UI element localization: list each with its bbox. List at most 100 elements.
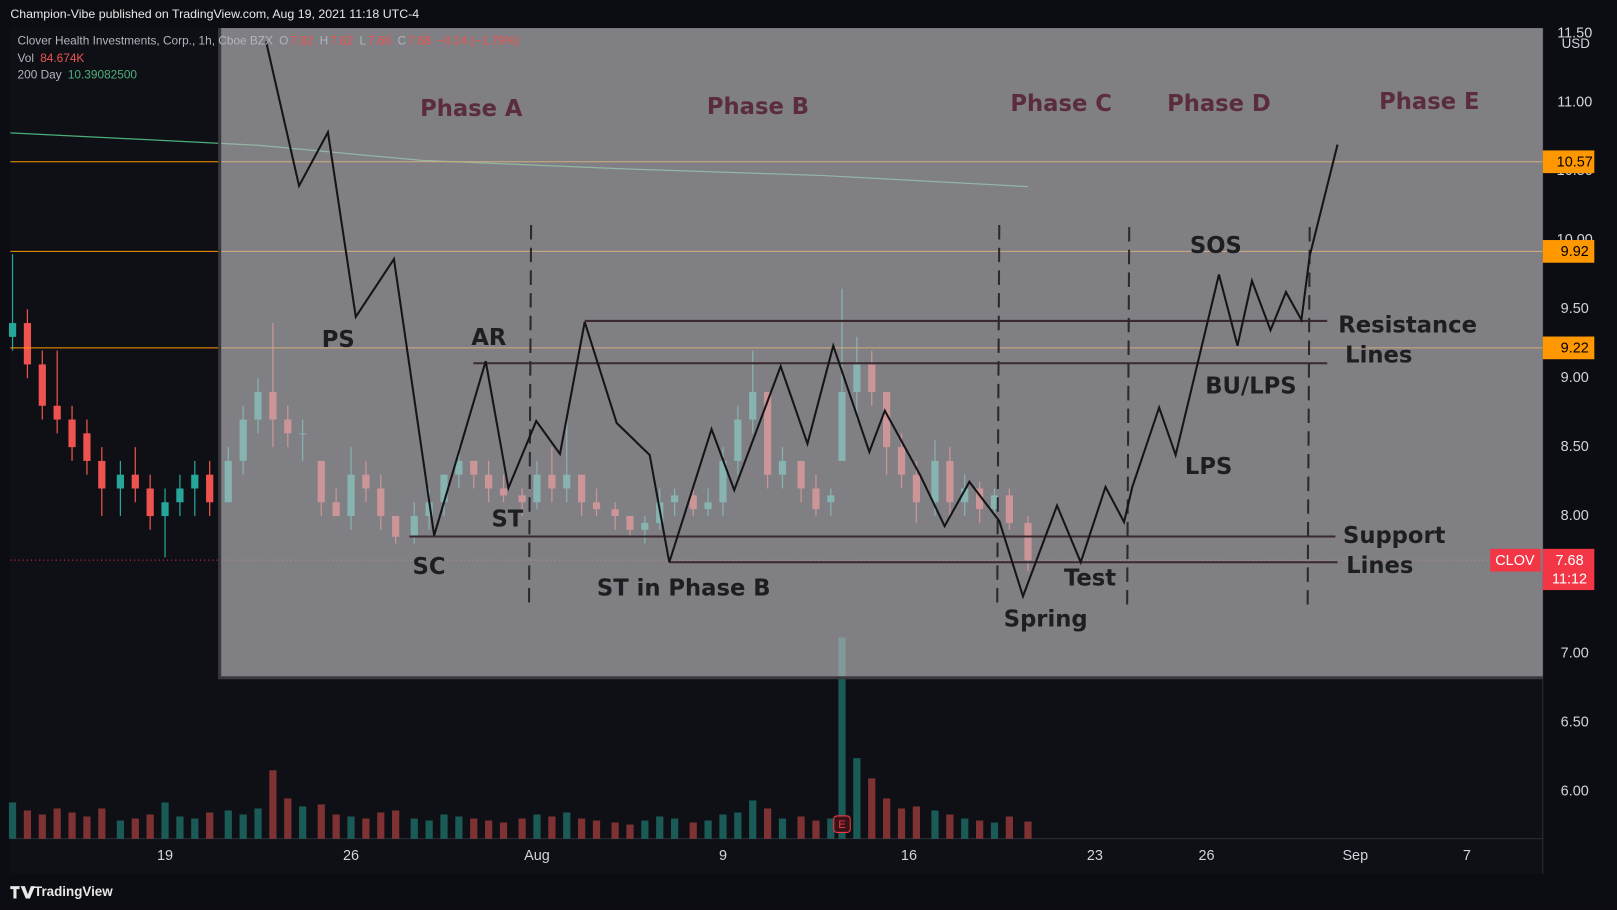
x-tick-label: 9 — [719, 848, 727, 864]
wyckoff-overlay: Phase A Phase B Phase C Phase D Phase E … — [218, 28, 1543, 680]
brand: TradingView — [34, 884, 113, 899]
volume-bar — [797, 816, 805, 839]
volume-bar — [883, 798, 891, 839]
volume-bar — [578, 818, 586, 839]
volume-bar — [116, 820, 125, 839]
candle-body — [98, 460, 106, 489]
ma-value: 10.39082500 — [68, 68, 138, 82]
earnings-label: E — [838, 819, 846, 831]
phase-label: Phase E — [1379, 89, 1479, 115]
volume-bar — [931, 810, 939, 839]
volume-bar — [671, 818, 679, 839]
volume-bar — [548, 816, 556, 839]
volume-value: 84.674K — [40, 51, 84, 65]
y-tick-label: 7.00 — [1561, 646, 1589, 662]
ohlc-key: O — [279, 34, 288, 48]
x-tick-label: 26 — [343, 848, 359, 864]
volume-bar — [410, 818, 418, 839]
volume-bar — [961, 818, 969, 839]
volume-bar — [838, 637, 846, 839]
publish-info: Champion-Vibe published on TradingView.c… — [10, 7, 419, 21]
volume-bar — [499, 822, 508, 839]
volume-bar — [485, 820, 493, 839]
brand-logo — [10, 886, 36, 899]
volume-bar — [946, 814, 954, 839]
phase-divider — [996, 225, 1001, 604]
volume-bar — [146, 814, 154, 839]
volume-bar — [868, 778, 876, 839]
event-label: ST in Phase B — [597, 576, 771, 602]
volume-bar — [131, 818, 139, 839]
volume-bar — [239, 814, 247, 839]
symbol-legend: Clover Health Investments, Corp., 1h, Cb… — [18, 34, 519, 48]
volume-bar — [778, 818, 787, 839]
x-tick-label: 26 — [1198, 848, 1214, 864]
phase-label: Phase C — [1010, 91, 1111, 117]
ohlc-value: 7.68 — [408, 34, 431, 48]
volume-bar — [392, 810, 400, 839]
volume-bar — [656, 816, 664, 839]
volume-bar — [347, 816, 355, 839]
y-tick-label: 11.00 — [1557, 94, 1592, 110]
phase-divider — [528, 225, 533, 604]
volume-bar — [38, 814, 46, 839]
volume-bar — [719, 814, 727, 839]
event-label: AR — [471, 325, 506, 351]
volume-bar — [206, 812, 214, 839]
volume-bar — [83, 816, 91, 839]
volume-bar — [425, 820, 433, 839]
x-tick-label: 16 — [901, 848, 917, 864]
volume-bar — [518, 818, 526, 839]
ma-legend: 200 Day 10.39082500 — [18, 68, 138, 82]
phase-dividers — [528, 225, 1311, 609]
price-tag — [1542, 240, 1595, 263]
candle-body — [68, 419, 76, 448]
last-price-label: 7.68 — [1556, 553, 1584, 569]
overlay-frame — [218, 28, 1543, 680]
candle-body — [131, 474, 139, 489]
volume-bar — [1005, 816, 1013, 839]
overlay-panel — [219, 28, 1543, 678]
price-tag-label: 9.22 — [1561, 341, 1589, 357]
price-tag — [1542, 336, 1595, 360]
event-label: SC — [413, 554, 446, 580]
volume-bar — [827, 818, 835, 839]
x-tick-label: Aug — [524, 848, 550, 864]
candle-body — [206, 474, 214, 503]
volume-bar — [853, 758, 861, 839]
line-label: Lines — [1346, 553, 1413, 579]
event-label: BU/LPS — [1205, 373, 1296, 399]
event-label: ST — [491, 506, 523, 532]
last-price-tag — [1542, 548, 1595, 591]
symbol-tag — [1490, 548, 1541, 572]
volume-bar — [455, 816, 463, 839]
legend: Clover Health Investments, Corp., 1h, Cb… — [18, 34, 519, 82]
candle-body — [116, 474, 125, 489]
volume-bar — [611, 822, 619, 839]
x-tick-label: Sep — [1342, 848, 1368, 864]
volume-legend: Vol 84.674K — [18, 51, 85, 65]
volume-bar — [176, 816, 184, 839]
volume-bar — [299, 806, 307, 839]
volume-bar — [224, 810, 232, 839]
volume-bar — [912, 806, 920, 839]
volume-bar — [897, 808, 906, 839]
y-tick-label: 8.50 — [1561, 439, 1589, 455]
price-tag — [1542, 150, 1595, 174]
price-tag-label: 10.57 — [1557, 155, 1593, 171]
change: −0.14 (−1.79%) — [437, 34, 519, 48]
volume-bar — [332, 814, 340, 839]
x-tick-label: 7 — [1463, 848, 1471, 864]
volume-bar — [641, 820, 649, 839]
last-time-label: 11:12 — [1552, 572, 1587, 588]
volume-bar — [284, 798, 292, 839]
phase-divider — [1306, 227, 1311, 609]
candle-body — [23, 323, 32, 365]
symbol: Clover Health Investments, Corp., 1h, Cb… — [18, 34, 274, 48]
volume-bar — [8, 802, 17, 839]
volume-bar — [689, 822, 697, 839]
line-label: Lines — [1345, 343, 1412, 369]
candle-body — [161, 502, 169, 517]
y-tick-label: 8.00 — [1561, 508, 1589, 524]
